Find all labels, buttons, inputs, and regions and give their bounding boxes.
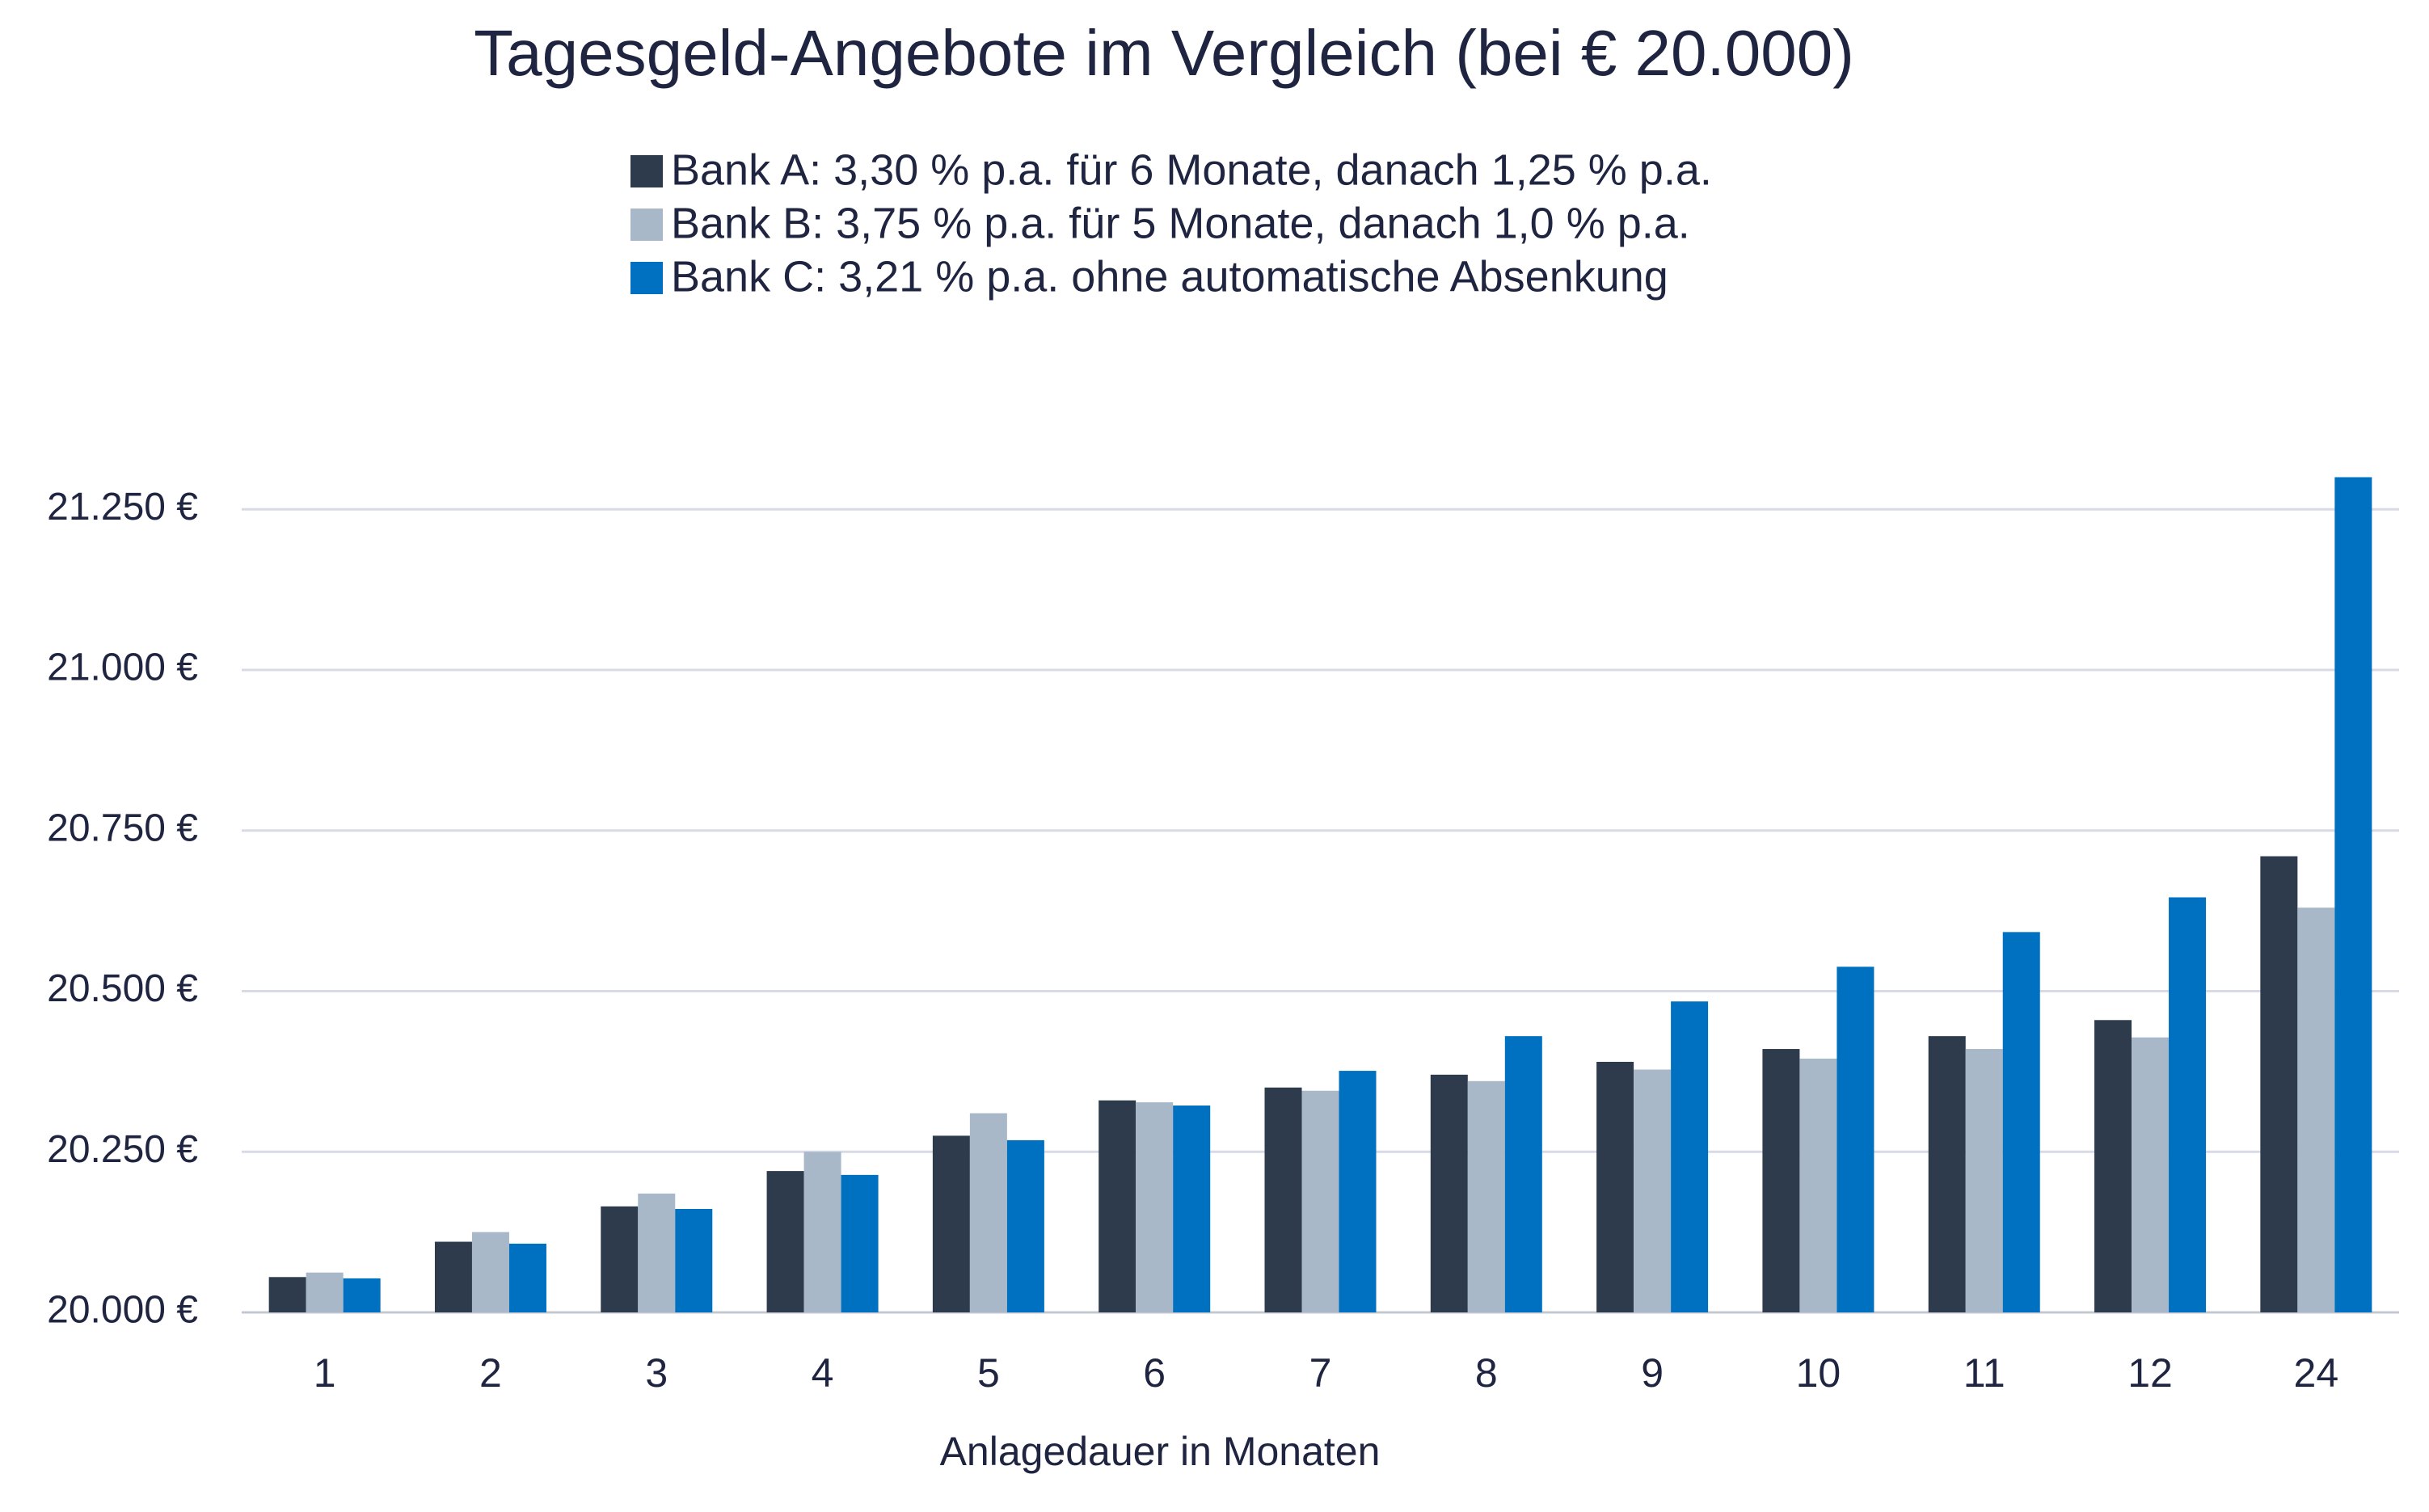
y-tick-label: 20.750 € bbox=[47, 807, 198, 849]
bar bbox=[2132, 1037, 2170, 1312]
x-tick-label: 8 bbox=[1475, 1350, 1498, 1396]
bar bbox=[638, 1193, 676, 1312]
bar bbox=[841, 1174, 879, 1312]
x-tick-label: 6 bbox=[1143, 1350, 1166, 1396]
bar bbox=[1099, 1100, 1136, 1312]
legend-label: Bank C: 3,21 % p.a. ohne automatische Ab… bbox=[671, 252, 1668, 301]
legend-swatch bbox=[630, 155, 663, 187]
legend-label: Bank B: 3,75 % p.a. für 5 Monate, danach… bbox=[671, 199, 1690, 247]
y-tick-label: 20.000 € bbox=[47, 1289, 198, 1332]
bar bbox=[2002, 932, 2040, 1312]
bar bbox=[969, 1113, 1007, 1312]
bar bbox=[1799, 1058, 1837, 1312]
x-tick-label: 4 bbox=[812, 1350, 834, 1396]
bar bbox=[508, 1243, 546, 1312]
bar bbox=[1467, 1080, 1505, 1312]
x-tick-label: 24 bbox=[2294, 1350, 2339, 1396]
bar bbox=[2334, 477, 2372, 1312]
bar bbox=[1928, 1036, 1966, 1312]
bar bbox=[2169, 897, 2207, 1312]
bar bbox=[2260, 856, 2298, 1312]
x-tick-label: 7 bbox=[1309, 1350, 1332, 1396]
bar bbox=[675, 1209, 713, 1312]
bar bbox=[601, 1206, 639, 1312]
x-tick-label: 9 bbox=[1641, 1350, 1664, 1396]
x-axis-label: Anlagedauer in Monaten bbox=[940, 1429, 1381, 1474]
bar bbox=[1136, 1102, 1174, 1312]
bar bbox=[1430, 1074, 1468, 1312]
x-tick-label: 2 bbox=[479, 1350, 502, 1396]
bar bbox=[268, 1277, 306, 1312]
bar bbox=[1504, 1036, 1542, 1312]
bar bbox=[1173, 1106, 1211, 1312]
bar bbox=[932, 1135, 970, 1312]
bar bbox=[471, 1232, 509, 1312]
legend-swatch bbox=[630, 262, 663, 294]
bar bbox=[1762, 1049, 1800, 1312]
y-tick-label: 20.500 € bbox=[47, 967, 198, 1010]
x-tick-label: 12 bbox=[2127, 1350, 2173, 1396]
legend-swatch bbox=[630, 208, 663, 241]
x-tick-label: 5 bbox=[977, 1350, 1000, 1396]
bar bbox=[343, 1278, 381, 1312]
bar bbox=[1634, 1069, 1672, 1312]
bar bbox=[434, 1241, 472, 1312]
x-tick-label: 11 bbox=[1963, 1350, 2005, 1396]
bar bbox=[766, 1171, 804, 1312]
bar bbox=[1301, 1090, 1339, 1312]
chart-title: Tagesgeld-Angebote im Vergleich (bei € 2… bbox=[474, 17, 1854, 89]
legend-label: Bank A: 3,30 % p.a. für 6 Monate, danach… bbox=[671, 145, 1712, 194]
bar bbox=[1264, 1087, 1302, 1312]
x-tick-label: 1 bbox=[314, 1350, 336, 1396]
bar bbox=[2297, 908, 2335, 1312]
bar bbox=[1671, 1001, 1709, 1312]
bar bbox=[803, 1152, 841, 1312]
y-tick-label: 21.250 € bbox=[47, 486, 198, 529]
bar bbox=[1837, 967, 1874, 1312]
y-tick-label: 21.000 € bbox=[47, 646, 198, 689]
bar bbox=[1006, 1139, 1044, 1312]
bar bbox=[1596, 1061, 1634, 1312]
bar bbox=[1965, 1049, 2003, 1312]
bar bbox=[306, 1272, 344, 1312]
bar bbox=[1339, 1071, 1377, 1312]
x-tick-label: 10 bbox=[1796, 1350, 1841, 1396]
x-tick-label: 3 bbox=[645, 1350, 668, 1396]
y-tick-label: 20.250 € bbox=[47, 1128, 198, 1171]
bar bbox=[2094, 1020, 2132, 1312]
